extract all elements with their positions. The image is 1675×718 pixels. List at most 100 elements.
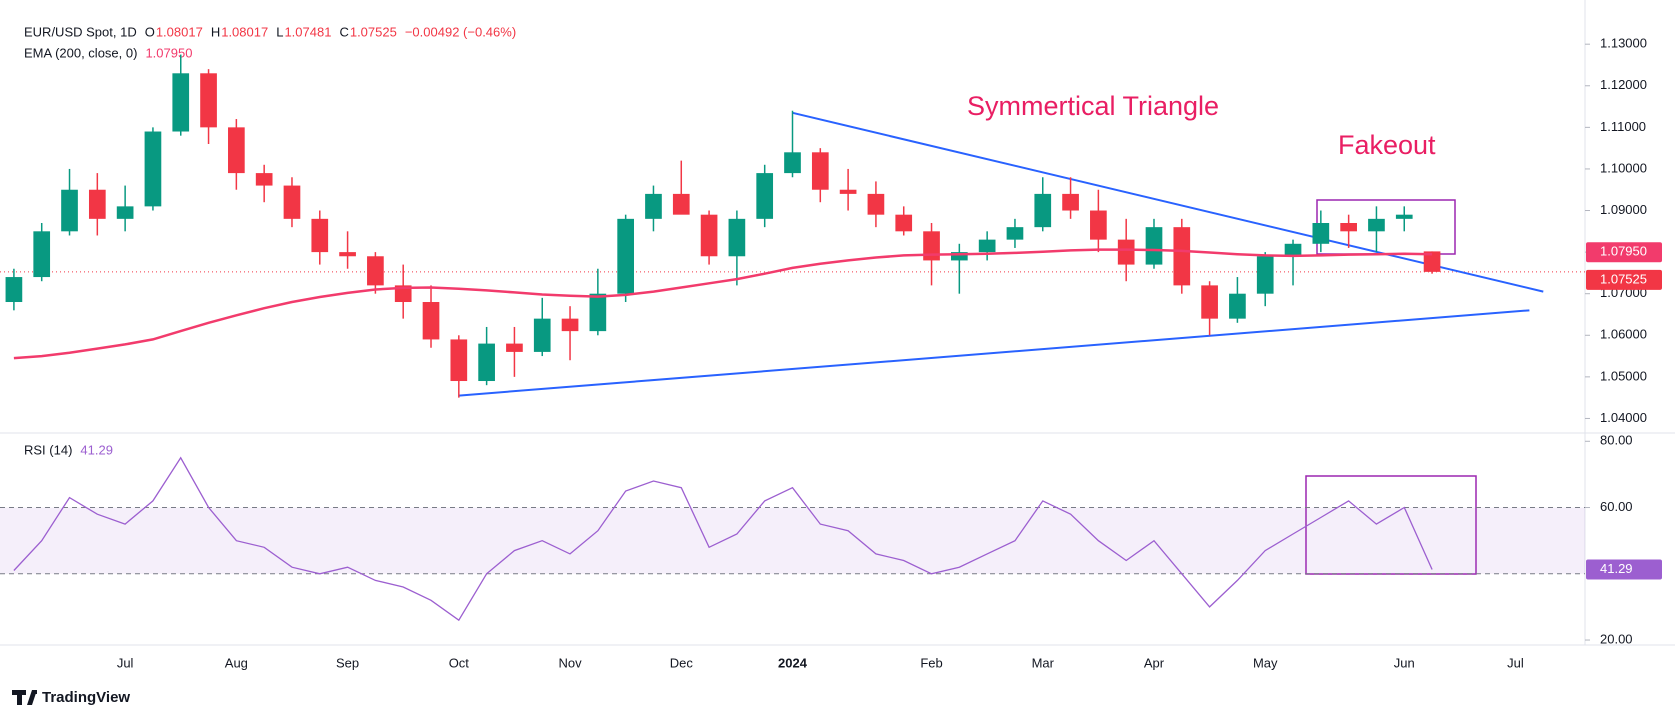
y-tick-label: 1.09000 (1600, 202, 1647, 217)
x-tick-label: Oct (449, 655, 470, 670)
candle-body (1090, 210, 1107, 240)
x-tick-label: Jul (117, 655, 134, 670)
ema-line (13, 248, 1433, 360)
candle-body (1368, 218, 1385, 232)
change: −0.00492 (−0.46%) (405, 24, 516, 39)
annotation: Fakeout (1338, 130, 1436, 160)
candle-body (283, 185, 301, 219)
x-tick-label: Apr (1144, 655, 1165, 670)
y-tick-label: 1.04000 (1600, 410, 1647, 425)
x-tick-label: Mar (1032, 655, 1055, 670)
ohlc-value: 1.07525 (350, 24, 397, 39)
rsi-tick-label: 20.00 (1600, 631, 1633, 646)
candle-body (756, 173, 774, 219)
candle-body (700, 214, 718, 257)
candle-body (422, 302, 440, 340)
candle-body (506, 343, 523, 352)
candle-body (228, 127, 245, 174)
x-tick-label: Sep (336, 655, 359, 670)
candle-body (450, 339, 468, 382)
candle-body (88, 189, 106, 219)
candle-body (1201, 285, 1218, 319)
logo-mark (12, 690, 37, 705)
candle-body (1395, 214, 1413, 219)
candle-body (394, 285, 412, 303)
candle-body (311, 218, 329, 253)
candle-body (367, 256, 384, 286)
candle-body (1173, 227, 1191, 286)
footer-brand: TradingView (42, 689, 130, 706)
candle-body (1062, 193, 1079, 211)
candle-body (1312, 223, 1330, 244)
x-tick-label: Feb (920, 655, 942, 670)
ohlc-key: L (276, 24, 283, 39)
ema-price-label-bg (1586, 242, 1662, 263)
ema-legend-value: 1.07950 (145, 45, 192, 60)
x-tick-label: Aug (225, 655, 248, 670)
candle-body (672, 193, 690, 215)
y-tick-label: 1.13000 (1600, 36, 1647, 51)
x-tick-label: May (1253, 655, 1278, 670)
candle-body (116, 206, 134, 219)
candle-body (1423, 251, 1441, 272)
x-tick-label: Jun (1394, 655, 1415, 670)
rsi-band (0, 507, 1585, 574)
candle-body (1256, 256, 1274, 294)
last-price-label: 1.07525 (1600, 271, 1647, 286)
candle-body (5, 277, 23, 303)
candle-body (1117, 239, 1135, 265)
ema-price-label: 1.07950 (1600, 244, 1647, 259)
candle-body (895, 214, 913, 232)
x-tick-label: Jul (1507, 655, 1524, 670)
candle-body (1229, 293, 1246, 319)
y-tick-label: 1.11000 (1600, 119, 1646, 134)
candle-body (200, 73, 217, 128)
candle-body (951, 252, 968, 261)
symbol-title: EUR/USD Spot, 1D (24, 24, 137, 39)
candle-body (1145, 227, 1163, 265)
rsi-line (13, 456, 1433, 622)
ohlc-key: O (145, 24, 155, 39)
candle-body (784, 152, 801, 174)
rsi-tick-label: 80.00 (1600, 433, 1633, 448)
candle-body (172, 73, 190, 132)
candle-body (1034, 193, 1052, 228)
rsi-value-label: 41.29 (1600, 561, 1633, 576)
candle-body (561, 318, 579, 332)
rsi-legend: RSI (14) (24, 442, 72, 457)
candle-body (144, 131, 162, 207)
ema-legend: EMA (200, close, 0) (24, 45, 137, 60)
y-tick-label: 1.06000 (1600, 327, 1647, 342)
y-tick-label: 1.12000 (1600, 77, 1647, 92)
ohlc-value: 1.07481 (284, 24, 331, 39)
candle-body (645, 193, 662, 219)
candle-body (61, 189, 78, 232)
ohlc-key: C (339, 24, 348, 39)
candle-body (1340, 223, 1357, 232)
x-tick-label: Nov (558, 655, 582, 670)
rsi-value-label-bg (1586, 559, 1662, 580)
rsi-legend-value: 41.29 (80, 442, 113, 457)
y-tick-label: 1.05000 (1600, 368, 1647, 383)
candle-body (255, 173, 273, 186)
candle-body (478, 343, 495, 382)
candle-body (978, 239, 996, 253)
candle-body (339, 252, 356, 257)
x-tick-label: 2024 (778, 655, 808, 670)
ohlc-key: H (211, 24, 220, 39)
candle-body (1006, 227, 1024, 240)
logo (12, 690, 37, 705)
candle-body (533, 318, 551, 352)
trendline (792, 111, 1544, 293)
candle-body (589, 293, 607, 332)
ohlc-value: 1.08017 (221, 24, 268, 39)
candle-body (867, 193, 885, 215)
candle-body (923, 231, 940, 261)
candle-body (839, 189, 857, 194)
ohlc-value: 1.08017 (156, 24, 203, 39)
last-price-label-bg (1586, 269, 1662, 290)
candle-body (1284, 243, 1302, 257)
